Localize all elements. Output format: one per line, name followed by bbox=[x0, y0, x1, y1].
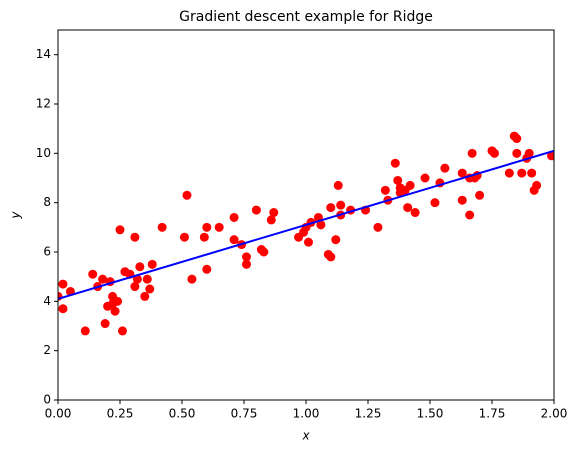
data-point bbox=[457, 195, 467, 205]
x-tick-label: 0.50 bbox=[169, 407, 196, 421]
data-point bbox=[373, 222, 383, 232]
data-point bbox=[465, 210, 475, 220]
fit-line bbox=[58, 149, 554, 300]
data-point bbox=[147, 259, 157, 269]
data-point bbox=[403, 203, 413, 213]
x-tick-label: 0.75 bbox=[231, 407, 258, 421]
data-point bbox=[157, 222, 167, 232]
data-point bbox=[229, 235, 239, 245]
data-point bbox=[130, 232, 140, 242]
data-point bbox=[380, 185, 390, 195]
x-tick-label: 1.00 bbox=[293, 407, 320, 421]
data-point bbox=[229, 212, 239, 222]
data-point bbox=[527, 168, 537, 178]
axes-frame bbox=[57, 29, 555, 401]
data-point bbox=[179, 232, 189, 242]
data-point bbox=[241, 252, 251, 262]
chart-title: Gradient descent example for Ridge bbox=[179, 9, 433, 25]
data-point bbox=[88, 269, 98, 279]
y-tick-label: 10 bbox=[36, 146, 51, 160]
y-tick-label: 12 bbox=[36, 97, 51, 111]
data-point bbox=[316, 220, 326, 230]
data-point bbox=[269, 208, 279, 218]
data-point bbox=[142, 274, 152, 284]
data-point bbox=[549, 151, 554, 161]
data-point bbox=[58, 304, 68, 314]
data-point bbox=[100, 319, 110, 329]
y-tick-label: 4 bbox=[43, 294, 51, 308]
data-point bbox=[58, 279, 68, 289]
data-point bbox=[182, 190, 192, 200]
data-point bbox=[489, 148, 499, 158]
data-point bbox=[333, 180, 343, 190]
data-point bbox=[117, 326, 127, 336]
data-point bbox=[410, 208, 420, 218]
data-point bbox=[140, 291, 150, 301]
y-tick-label: 14 bbox=[36, 47, 51, 61]
data-point bbox=[467, 148, 477, 158]
data-point bbox=[512, 134, 522, 144]
data-point bbox=[326, 203, 336, 213]
data-point bbox=[266, 215, 276, 225]
x-tick-label: 1.25 bbox=[355, 407, 382, 421]
data-point bbox=[251, 205, 261, 215]
data-point bbox=[199, 232, 209, 242]
data-point bbox=[259, 247, 269, 257]
data-point bbox=[430, 198, 440, 208]
plot-area bbox=[58, 131, 554, 336]
x-tick-label: 1.50 bbox=[417, 407, 444, 421]
y-tick-label: 0 bbox=[43, 393, 51, 407]
data-point bbox=[532, 180, 542, 190]
x-tick-label: 1.75 bbox=[479, 407, 506, 421]
data-point bbox=[187, 274, 197, 284]
y-tick-label: 2 bbox=[43, 343, 51, 357]
data-point bbox=[202, 222, 212, 232]
data-point bbox=[420, 173, 430, 183]
data-point bbox=[504, 168, 514, 178]
data-point bbox=[130, 282, 140, 292]
data-point bbox=[214, 222, 224, 232]
y-axis-label: y bbox=[9, 211, 23, 220]
data-point bbox=[113, 296, 123, 306]
x-tick-label: 0.00 bbox=[45, 407, 72, 421]
data-point bbox=[303, 237, 313, 247]
data-point bbox=[135, 262, 145, 272]
y-tick-label: 6 bbox=[43, 245, 51, 259]
data-point bbox=[457, 168, 467, 178]
x-tick-label: 0.25 bbox=[107, 407, 134, 421]
data-point bbox=[512, 148, 522, 158]
data-point bbox=[336, 200, 346, 210]
data-point bbox=[202, 264, 212, 274]
data-point bbox=[145, 284, 155, 294]
data-point bbox=[405, 180, 415, 190]
x-tick-label: 2.00 bbox=[541, 407, 568, 421]
data-point bbox=[326, 252, 336, 262]
data-point bbox=[241, 259, 251, 269]
x-axis-label: x bbox=[301, 429, 310, 443]
data-point bbox=[110, 306, 120, 316]
data-point bbox=[98, 274, 108, 284]
data-point bbox=[517, 168, 527, 178]
data-point bbox=[390, 158, 400, 168]
data-point bbox=[80, 326, 90, 336]
data-point bbox=[331, 235, 341, 245]
data-point bbox=[393, 175, 403, 185]
y-tick-label: 8 bbox=[43, 195, 51, 209]
data-point bbox=[475, 190, 485, 200]
data-point bbox=[524, 148, 534, 158]
data-point bbox=[115, 225, 125, 235]
data-point bbox=[440, 163, 450, 173]
